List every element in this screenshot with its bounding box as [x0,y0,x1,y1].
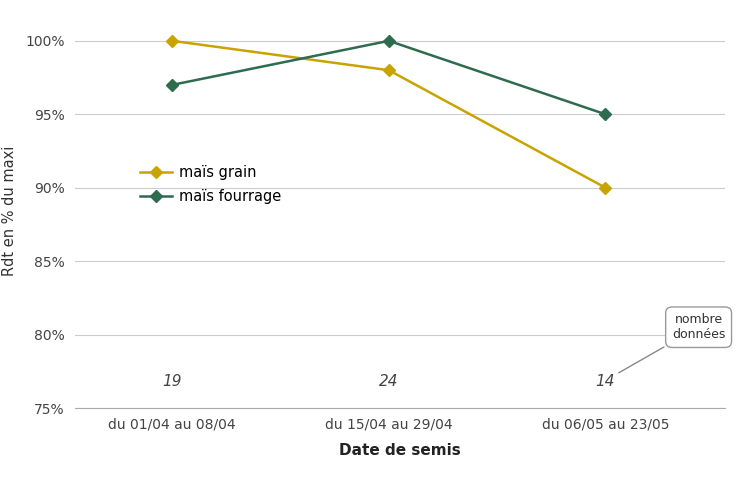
X-axis label: Date de semis: Date de semis [339,443,460,458]
maïs grain [384,67,393,73]
maïs grain [601,185,610,191]
Legend: maïs grain, maïs fourrage: maïs grain, maïs fourrage [134,159,288,210]
maïs fourrage [601,111,610,117]
Line: maïs grain: maïs grain [168,36,610,192]
Text: 19: 19 [162,374,182,389]
Y-axis label: Rdt en % du maxi: Rdt en % du maxi [2,146,17,276]
Text: nombre
données: nombre données [619,313,725,373]
maïs fourrage [384,38,393,44]
Line: maïs fourrage: maïs fourrage [168,36,610,119]
Text: 24: 24 [379,374,399,389]
Text: 14: 14 [595,374,616,389]
maïs fourrage [167,82,176,88]
maïs grain [167,38,176,44]
